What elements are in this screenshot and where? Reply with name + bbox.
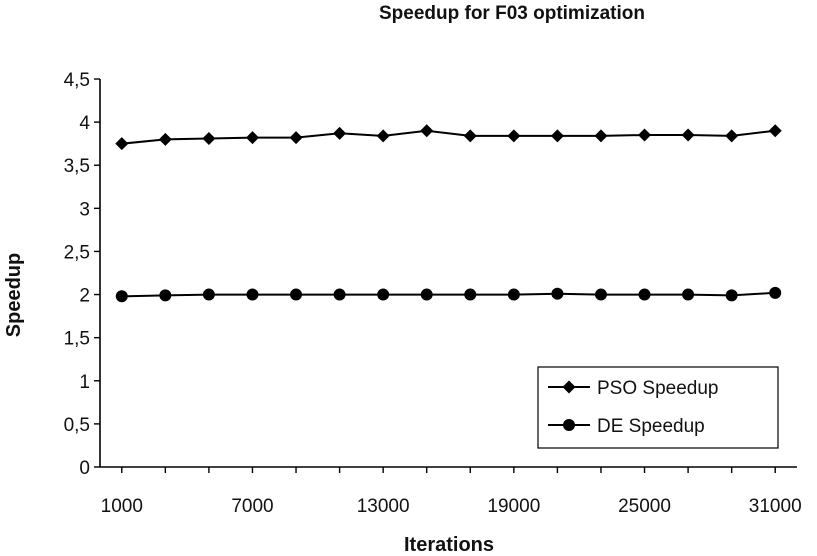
y-tick-label: 1 <box>79 372 90 393</box>
data-point-pso <box>245 131 259 145</box>
data-point-de <box>769 286 782 299</box>
data-point-de <box>551 287 564 300</box>
legend: PSO Speedup DE Speedup <box>537 366 779 449</box>
data-point-de <box>246 288 259 301</box>
data-point-pso <box>594 129 608 143</box>
data-point-pso <box>725 129 739 143</box>
legend-marker-de <box>563 419 575 431</box>
data-point-pso <box>376 129 390 143</box>
data-point-pso <box>333 126 347 140</box>
data-point-de <box>594 288 607 301</box>
legend-label-de: DE Speedup <box>597 416 705 437</box>
data-point-pso <box>638 128 652 142</box>
x-tick-label: 1000 <box>101 496 143 517</box>
data-point-pso <box>507 129 521 143</box>
x-tick-label: 25000 <box>618 496 671 517</box>
series-line-de <box>121 291 776 298</box>
y-tick-label: 0,5 <box>64 415 90 436</box>
data-point-pso <box>289 131 303 145</box>
y-tick-label: 2 <box>79 286 90 307</box>
chart-title: Speedup for F03 optimization <box>379 3 645 24</box>
data-point-pso <box>202 131 216 145</box>
y-tick-label: 3,5 <box>64 156 90 177</box>
data-point-de <box>159 289 172 302</box>
data-point-de <box>638 288 651 301</box>
data-point-pso <box>115 137 129 151</box>
x-tick-label: 7000 <box>231 496 273 517</box>
y-tick-label: 3 <box>79 199 90 220</box>
data-point-de <box>115 290 128 303</box>
x-ticks: 1000 7000 13000 19000 25000 31000 <box>101 467 802 517</box>
y-tick-label: 1,5 <box>64 329 90 350</box>
y-tick-label: 4 <box>79 113 90 134</box>
data-point-de <box>725 289 738 302</box>
series-line-pso <box>121 129 776 145</box>
data-point-pso <box>768 124 782 138</box>
data-point-pso <box>681 128 695 142</box>
data-point-de <box>507 288 520 301</box>
legend-box <box>537 366 779 449</box>
data-point-pso <box>550 129 564 143</box>
axes <box>99 79 797 468</box>
data-point-de <box>464 288 477 301</box>
y-tick-label: 4,5 <box>64 70 90 91</box>
legend-label-pso: PSO Speedup <box>597 378 718 399</box>
x-tick-label: 13000 <box>357 496 410 517</box>
data-point-de <box>333 288 346 301</box>
data-point-de <box>290 288 303 301</box>
data-point-pso <box>463 129 477 143</box>
y-ticks: 0 0,5 1 1,5 2 2,5 3 3,5 4 4,5 <box>64 70 100 479</box>
y-tick-label: 2,5 <box>64 242 90 263</box>
data-point-pso <box>420 124 434 138</box>
data-point-de <box>682 288 695 301</box>
series-pso <box>115 124 782 151</box>
y-tick-label: 0 <box>79 458 90 479</box>
series-layer <box>115 124 782 303</box>
y-axis-title: Speedup <box>3 253 25 337</box>
x-tick-label: 19000 <box>487 496 540 517</box>
series-de <box>115 286 782 303</box>
x-axis-title: Iterations <box>404 534 494 556</box>
x-tick-label: 31000 <box>749 496 802 517</box>
data-point-de <box>377 288 390 301</box>
data-point-de <box>202 288 215 301</box>
data-point-de <box>420 288 433 301</box>
data-point-pso <box>158 132 172 146</box>
legend-marker-pso <box>562 380 576 394</box>
